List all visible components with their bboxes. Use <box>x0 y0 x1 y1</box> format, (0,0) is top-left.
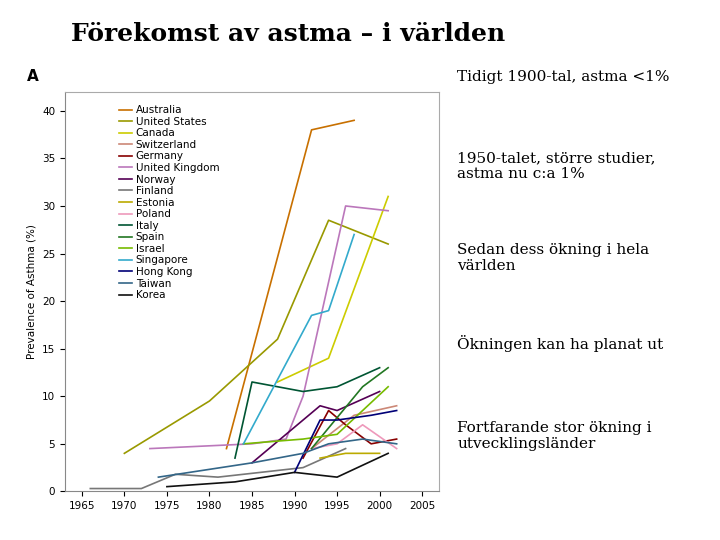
Text: Sedan dess ökning i hela
världen: Sedan dess ökning i hela världen <box>457 243 649 273</box>
Y-axis label: Prevalence of Asthma (%): Prevalence of Asthma (%) <box>26 224 36 359</box>
Text: Ökningen kan ha planat ut: Ökningen kan ha planat ut <box>457 335 663 352</box>
Text: Fortfarande stor ökning i
utvecklingsländer: Fortfarande stor ökning i utvecklingslän… <box>457 421 652 451</box>
Text: 1950-talet, större studier,
astma nu c:a 1%: 1950-talet, större studier, astma nu c:a… <box>457 151 656 181</box>
Legend: Australia, United States, Canada, Switzerland, Germany, United Kingdom, Norway, : Australia, United States, Canada, Switze… <box>115 101 224 305</box>
Text: Förekomst av astma – i världen: Förekomst av astma – i världen <box>71 22 505 45</box>
Text: A: A <box>27 69 39 84</box>
Text: Tidigt 1900-tal, astma <1%: Tidigt 1900-tal, astma <1% <box>457 70 670 84</box>
